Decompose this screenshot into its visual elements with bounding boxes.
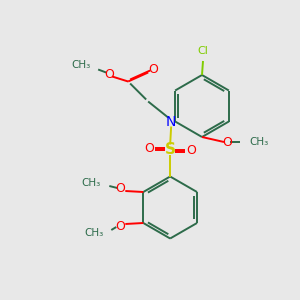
Text: O: O [144,142,154,155]
Text: S: S [165,142,176,157]
Text: CH₃: CH₃ [81,178,100,188]
Text: CH₃: CH₃ [84,228,103,238]
Text: N: N [166,115,176,128]
Text: Cl: Cl [198,46,208,56]
Text: O: O [116,182,125,196]
Text: O: O [104,68,114,81]
Text: O: O [148,63,158,76]
Text: O: O [222,136,232,148]
Text: CH₃: CH₃ [71,59,90,70]
Text: O: O [186,144,196,157]
Text: CH₃: CH₃ [249,137,268,147]
Text: O: O [116,220,125,232]
